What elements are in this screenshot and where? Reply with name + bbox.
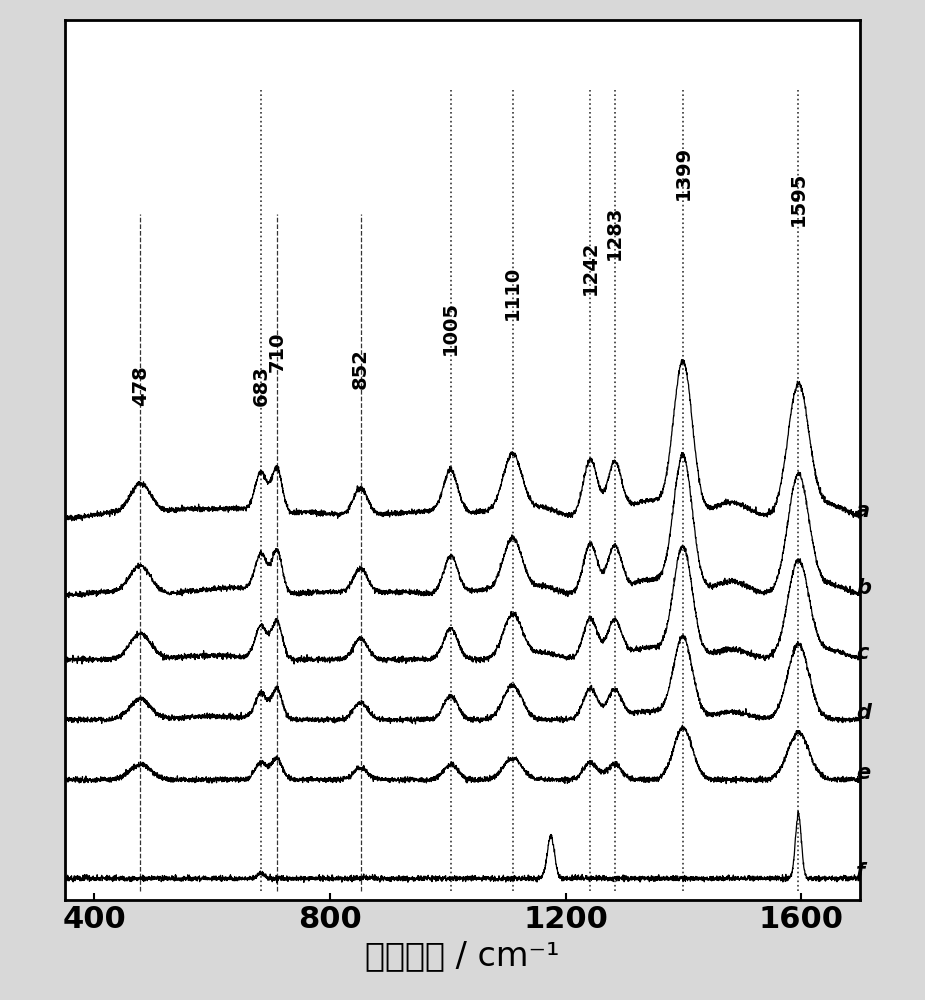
Text: 1110: 1110: [503, 266, 522, 320]
Text: 1005: 1005: [441, 301, 461, 355]
Text: c: c: [857, 643, 869, 663]
X-axis label: 拉曼位移 / cm⁻¹: 拉曼位移 / cm⁻¹: [365, 939, 560, 972]
Text: 683: 683: [252, 366, 270, 406]
Text: b: b: [857, 578, 871, 598]
Text: 478: 478: [130, 366, 150, 406]
Text: f: f: [857, 862, 865, 882]
Text: 1242: 1242: [581, 240, 600, 295]
Text: e: e: [857, 763, 870, 783]
Text: d: d: [857, 703, 871, 723]
Text: 1595: 1595: [789, 172, 808, 226]
Text: 710: 710: [267, 332, 287, 372]
Text: a: a: [857, 501, 870, 521]
Text: 1399: 1399: [673, 146, 693, 200]
Text: 852: 852: [352, 348, 370, 389]
Text: 1283: 1283: [605, 206, 624, 260]
